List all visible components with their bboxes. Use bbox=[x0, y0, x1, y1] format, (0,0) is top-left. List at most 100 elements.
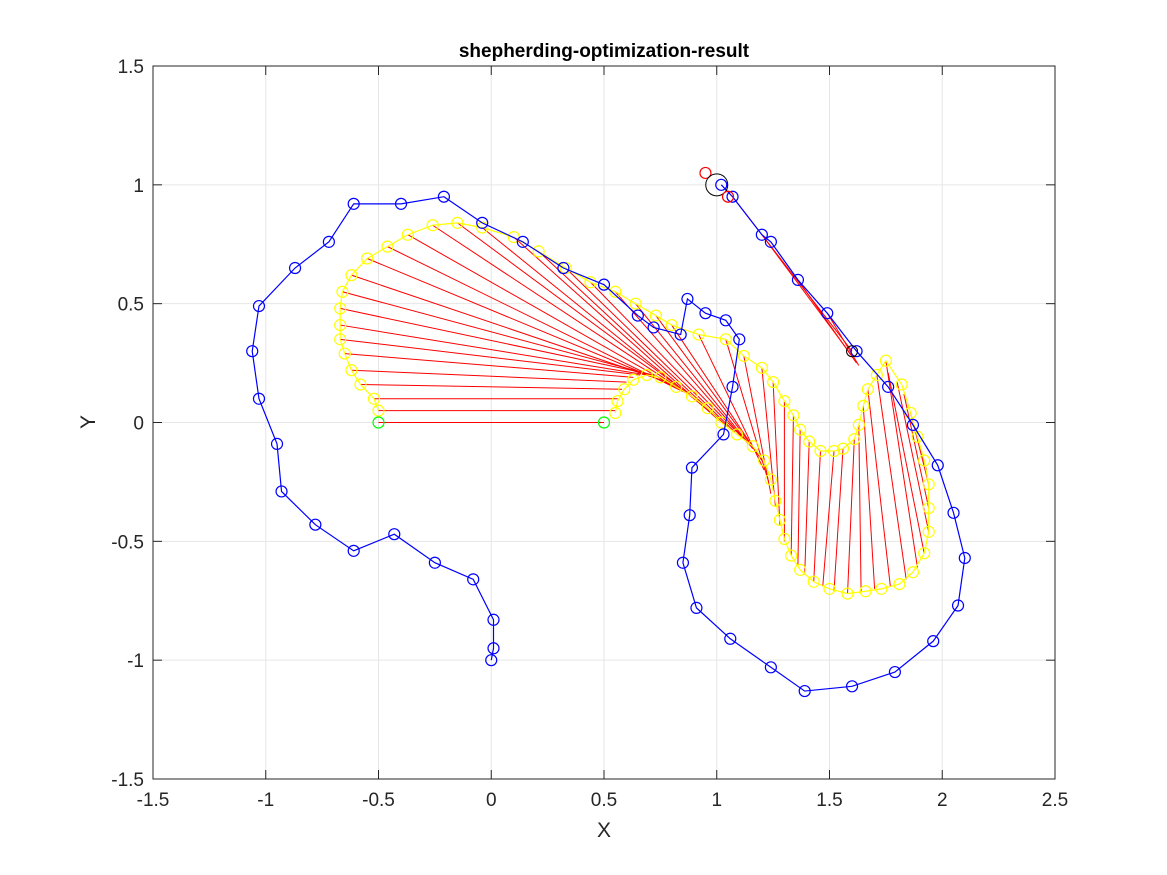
sheep-trajectory bbox=[334, 216, 935, 600]
link-line bbox=[847, 439, 855, 594]
shepherd-point bbox=[947, 506, 960, 519]
axis-ticks: -1.5 -1 -0.5 0 0.5 1 1.5 2 2.5 -1.5 -1 -0.5 0 0.5 1 1.5 bbox=[111, 57, 1068, 811]
sheep-point bbox=[893, 578, 906, 591]
sheep-point bbox=[611, 395, 624, 408]
link-line bbox=[833, 448, 844, 592]
shepherd-point bbox=[719, 314, 732, 327]
shepherd-line bbox=[251, 184, 966, 692]
waypoint-marker bbox=[846, 345, 859, 358]
shepherd-point bbox=[246, 345, 259, 358]
shepherd-point bbox=[437, 190, 450, 203]
shepherd-point bbox=[958, 551, 971, 565]
sheep-point bbox=[334, 318, 347, 332]
link-line bbox=[790, 415, 794, 556]
link-line bbox=[565, 267, 736, 433]
shepherd-point bbox=[764, 235, 777, 248]
link-line bbox=[340, 338, 641, 376]
link-line bbox=[513, 236, 722, 423]
sheep-point bbox=[532, 245, 545, 258]
sheep-point bbox=[875, 582, 888, 595]
shepherd-point bbox=[394, 197, 408, 210]
shepherd-point bbox=[476, 216, 489, 229]
link-lines bbox=[340, 196, 930, 594]
link-line bbox=[367, 258, 677, 388]
sheep-point bbox=[609, 285, 622, 298]
sheep-point bbox=[857, 399, 870, 412]
sheep-point bbox=[654, 371, 667, 384]
shepherd-point bbox=[557, 261, 570, 275]
sheep-point bbox=[861, 383, 874, 396]
shepherd-point bbox=[252, 392, 266, 405]
shepherd-point bbox=[683, 509, 696, 522]
sheep-point bbox=[922, 501, 935, 515]
link-line bbox=[342, 291, 661, 378]
x-tick-label: -0.5 bbox=[362, 790, 395, 811]
sheep-point bbox=[426, 219, 439, 232]
start-point bbox=[597, 416, 611, 429]
link-line bbox=[538, 251, 729, 428]
shepherd-point bbox=[388, 528, 401, 541]
shepherd-trajectory bbox=[246, 178, 971, 698]
shepherd-point bbox=[726, 380, 739, 393]
sheep-point bbox=[627, 373, 640, 386]
link-line bbox=[887, 372, 925, 554]
sheep-point bbox=[685, 390, 699, 403]
shepherd-point bbox=[275, 485, 288, 498]
sheep-point bbox=[746, 440, 759, 453]
shepherd-point bbox=[724, 632, 737, 645]
x-tick-label: -1.5 bbox=[137, 790, 170, 811]
sheep-point bbox=[354, 378, 367, 391]
sheep-point bbox=[827, 444, 841, 458]
start-point bbox=[372, 416, 385, 429]
shepherd-point bbox=[631, 309, 644, 322]
x-axis-label: X bbox=[597, 819, 611, 842]
shepherd-point bbox=[309, 518, 322, 531]
link-line bbox=[885, 360, 918, 568]
sheep-point bbox=[859, 585, 872, 598]
x-tick-label: 0.5 bbox=[591, 790, 617, 811]
shepherd-point bbox=[791, 273, 805, 286]
shepherd-point bbox=[322, 235, 335, 248]
link-line bbox=[804, 441, 810, 575]
shepherd-point bbox=[252, 299, 266, 313]
sheep-point bbox=[918, 547, 931, 560]
link-line bbox=[671, 324, 763, 461]
shepherd-point bbox=[888, 665, 901, 679]
shepherd-point bbox=[487, 613, 500, 626]
chart-title: shepherding-optimization-result bbox=[459, 41, 750, 62]
sheep-point bbox=[361, 252, 374, 265]
link-line bbox=[862, 405, 876, 589]
shepherd-point bbox=[931, 459, 944, 472]
sheep-point bbox=[922, 478, 935, 491]
shepherd-point bbox=[270, 437, 284, 450]
y-tick-label: -0.5 bbox=[111, 532, 144, 553]
sheep-point bbox=[841, 587, 854, 600]
link-line bbox=[360, 383, 623, 390]
x-tick-label: 1 bbox=[711, 790, 722, 811]
sheep-point bbox=[715, 416, 728, 429]
goal-region bbox=[705, 173, 729, 197]
shepherd-point bbox=[798, 684, 811, 698]
shepherd-point bbox=[845, 680, 859, 693]
sheep-point bbox=[852, 418, 865, 431]
shepherd-point bbox=[676, 556, 690, 569]
sheep-point bbox=[649, 309, 662, 322]
sheep-point bbox=[609, 406, 622, 420]
x-tick-label: 0 bbox=[486, 790, 497, 811]
sheep-point bbox=[451, 216, 464, 229]
sheep-point bbox=[618, 383, 631, 396]
link-line bbox=[761, 367, 776, 506]
sheep-point bbox=[476, 221, 489, 234]
sheep-point bbox=[836, 442, 850, 455]
y-tick-label: 0.5 bbox=[118, 295, 144, 316]
goal-marker-secondary bbox=[721, 190, 735, 203]
link-line bbox=[867, 389, 891, 587]
x-tick-label: -1 bbox=[257, 790, 274, 811]
sheep-point bbox=[692, 328, 705, 341]
shepherd-point bbox=[597, 278, 611, 291]
shepherd-point bbox=[487, 642, 500, 655]
sheep-point bbox=[334, 302, 347, 315]
y-tick-label: 0 bbox=[133, 414, 144, 435]
sheep-point bbox=[803, 435, 816, 448]
sheep-point bbox=[584, 276, 597, 289]
